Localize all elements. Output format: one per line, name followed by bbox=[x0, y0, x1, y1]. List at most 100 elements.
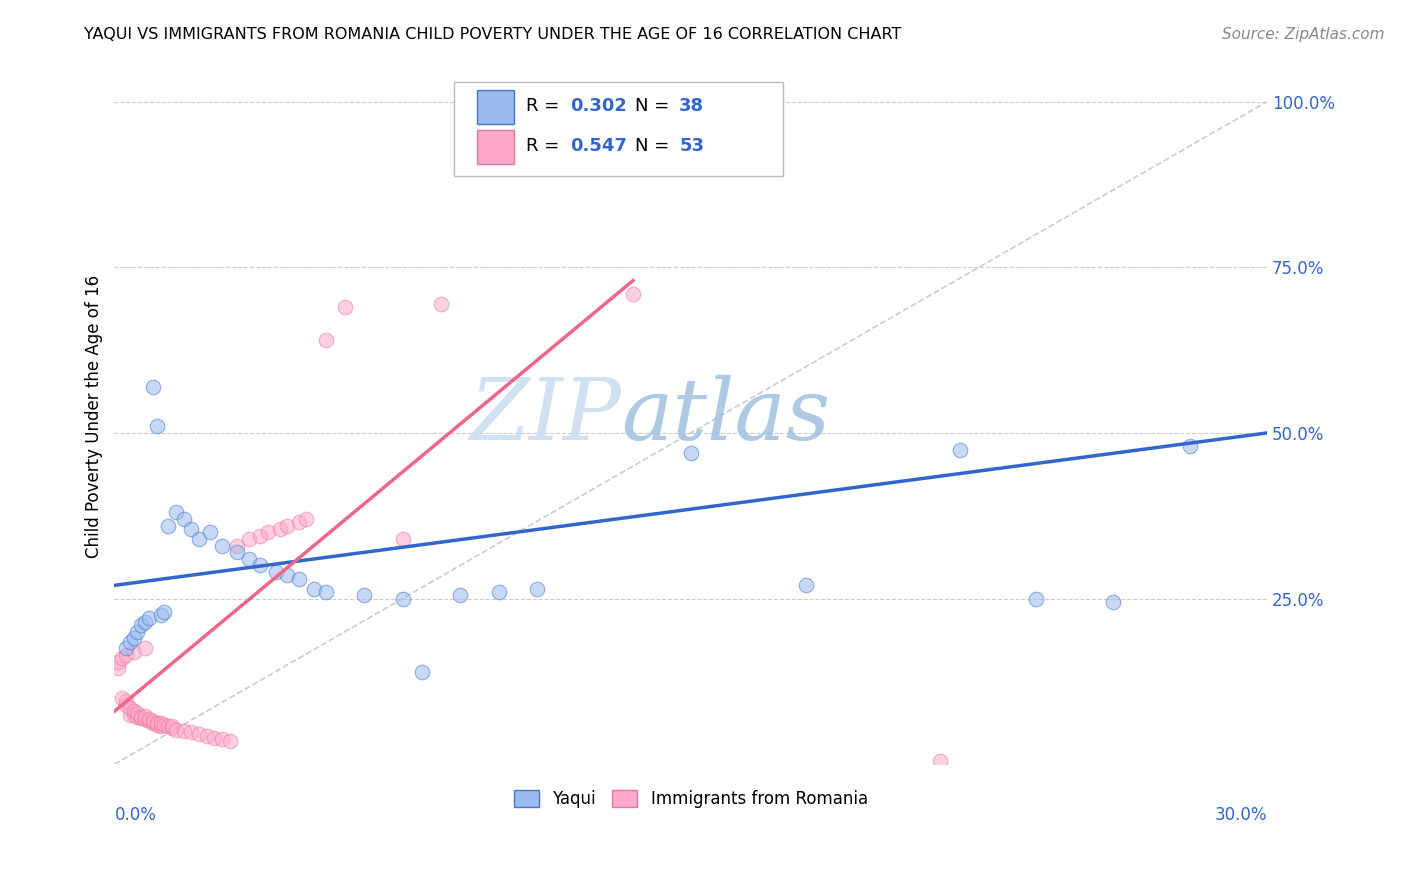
Point bbox=[173, 724, 195, 739]
Point bbox=[295, 512, 318, 526]
Point bbox=[226, 545, 249, 559]
Point bbox=[315, 585, 337, 599]
Point bbox=[127, 624, 149, 639]
Text: 0.0%: 0.0% bbox=[114, 806, 156, 824]
Point bbox=[115, 648, 138, 662]
Point bbox=[157, 719, 180, 733]
Point bbox=[122, 707, 145, 722]
Point bbox=[315, 333, 337, 347]
Text: 30.0%: 30.0% bbox=[1215, 806, 1267, 824]
Point bbox=[118, 634, 141, 648]
Point bbox=[621, 286, 644, 301]
Point bbox=[145, 717, 167, 731]
Point bbox=[134, 709, 156, 723]
Point bbox=[138, 712, 160, 726]
Point bbox=[118, 707, 141, 722]
Point bbox=[122, 632, 145, 646]
Point bbox=[288, 516, 311, 530]
Point bbox=[391, 591, 413, 606]
Point bbox=[269, 522, 291, 536]
FancyBboxPatch shape bbox=[454, 82, 783, 177]
Text: R =: R = bbox=[526, 97, 565, 115]
Text: N =: N = bbox=[636, 137, 675, 155]
Text: 53: 53 bbox=[679, 137, 704, 155]
Point bbox=[794, 578, 817, 592]
Point bbox=[129, 618, 152, 632]
Point bbox=[138, 714, 160, 729]
Point bbox=[138, 611, 160, 625]
FancyBboxPatch shape bbox=[478, 129, 515, 163]
Point bbox=[1102, 595, 1125, 609]
Point bbox=[180, 725, 202, 739]
Point bbox=[129, 711, 152, 725]
Point bbox=[111, 691, 134, 706]
Point bbox=[145, 715, 167, 730]
Point bbox=[127, 706, 149, 720]
Point bbox=[127, 709, 149, 723]
Point bbox=[679, 446, 702, 460]
Point bbox=[153, 605, 176, 619]
Text: 0.302: 0.302 bbox=[569, 97, 627, 115]
Point bbox=[149, 719, 172, 733]
Point bbox=[288, 572, 311, 586]
Point bbox=[929, 754, 952, 768]
Point bbox=[122, 645, 145, 659]
Point bbox=[160, 721, 183, 735]
Y-axis label: Child Poverty Under the Age of 16: Child Poverty Under the Age of 16 bbox=[86, 275, 103, 558]
Legend: Yaqui, Immigrants from Romania: Yaqui, Immigrants from Romania bbox=[508, 783, 875, 815]
Point bbox=[160, 719, 183, 733]
Text: YAQUI VS IMMIGRANTS FROM ROMANIA CHILD POVERTY UNDER THE AGE OF 16 CORRELATION C: YAQUI VS IMMIGRANTS FROM ROMANIA CHILD P… bbox=[84, 27, 901, 42]
Point bbox=[180, 522, 202, 536]
Point bbox=[195, 730, 218, 744]
Point bbox=[249, 529, 271, 543]
Point bbox=[238, 552, 260, 566]
Point bbox=[187, 727, 209, 741]
Point bbox=[142, 379, 165, 393]
Point bbox=[165, 506, 187, 520]
Point bbox=[488, 585, 510, 599]
Point bbox=[134, 615, 156, 629]
Text: 0.547: 0.547 bbox=[569, 137, 627, 155]
Point bbox=[264, 565, 287, 579]
Point bbox=[211, 539, 233, 553]
Point bbox=[218, 734, 240, 748]
Point bbox=[200, 525, 222, 540]
Point bbox=[249, 558, 271, 573]
Point bbox=[165, 723, 187, 737]
Point bbox=[353, 588, 375, 602]
Point bbox=[1178, 439, 1201, 453]
Point bbox=[276, 518, 298, 533]
Point bbox=[149, 716, 172, 731]
Point bbox=[1025, 591, 1047, 606]
Point bbox=[115, 698, 138, 712]
FancyBboxPatch shape bbox=[478, 89, 515, 124]
Point bbox=[115, 641, 138, 656]
Point bbox=[238, 532, 260, 546]
Point bbox=[411, 665, 433, 679]
Point bbox=[107, 655, 129, 669]
Point bbox=[449, 588, 471, 602]
Point bbox=[430, 297, 453, 311]
Point bbox=[122, 704, 145, 718]
Point bbox=[153, 717, 176, 731]
Text: N =: N = bbox=[636, 97, 675, 115]
Point bbox=[226, 539, 249, 553]
Point bbox=[107, 661, 129, 675]
Point bbox=[202, 731, 225, 745]
Point bbox=[142, 714, 165, 729]
Point bbox=[257, 525, 280, 540]
Text: ZIP: ZIP bbox=[470, 375, 621, 458]
Point bbox=[115, 694, 138, 708]
Point bbox=[302, 582, 325, 596]
Point bbox=[111, 651, 134, 665]
Point bbox=[391, 532, 413, 546]
Point bbox=[134, 641, 156, 656]
Point bbox=[134, 712, 156, 726]
Point bbox=[526, 582, 548, 596]
Point bbox=[157, 518, 180, 533]
Point bbox=[149, 608, 172, 623]
Point bbox=[145, 419, 167, 434]
Point bbox=[173, 512, 195, 526]
Point bbox=[118, 701, 141, 715]
Text: atlas: atlas bbox=[621, 375, 831, 458]
